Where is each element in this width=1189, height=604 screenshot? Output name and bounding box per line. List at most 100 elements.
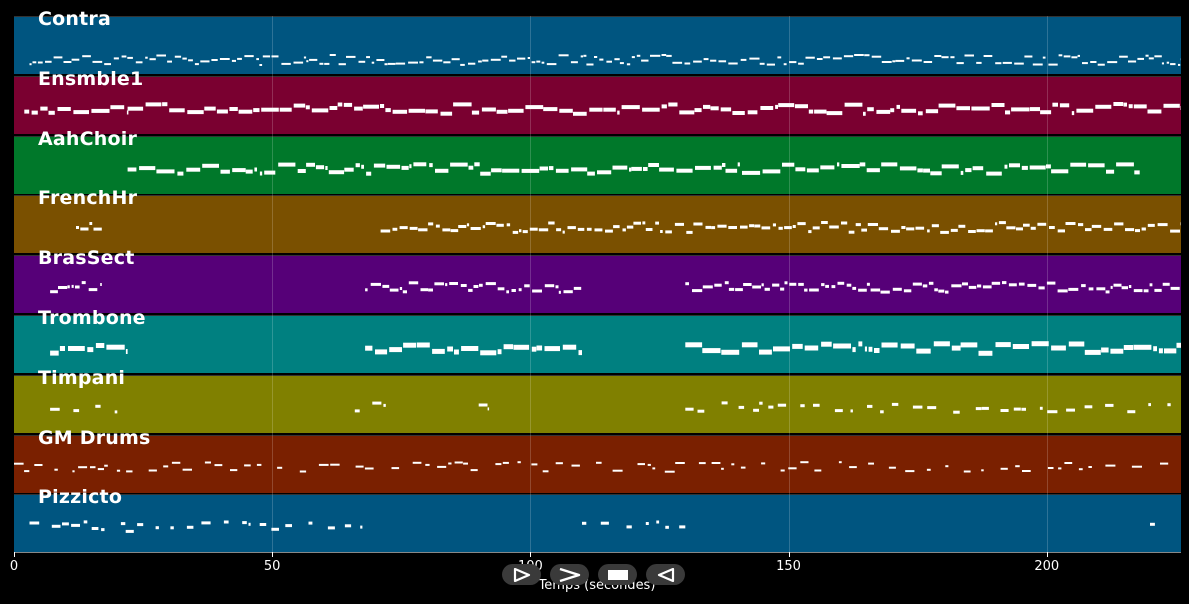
note: [1147, 224, 1155, 228]
note: [855, 223, 861, 227]
note: [309, 58, 318, 61]
note: [127, 106, 144, 111]
track-frenchhr[interactable]: FrenchHr: [14, 187, 1181, 254]
note: [596, 461, 602, 464]
note: [72, 469, 75, 472]
note: [1016, 227, 1023, 231]
note: [968, 230, 976, 234]
note: [480, 350, 497, 356]
note: [182, 57, 187, 60]
note: [878, 227, 889, 231]
note: [821, 221, 828, 225]
note: [473, 285, 479, 289]
note: [434, 282, 444, 286]
note: [330, 463, 340, 466]
note: [930, 170, 942, 175]
track-pizzicto[interactable]: Pizzicto: [14, 486, 1181, 553]
track-trombone[interactable]: Trombone: [14, 307, 1181, 373]
note: [104, 464, 108, 467]
note: [619, 62, 624, 65]
note: [621, 104, 640, 109]
note: [262, 55, 271, 58]
note: [573, 287, 582, 291]
track-brassect[interactable]: BrasSect: [14, 247, 1181, 314]
note: [126, 110, 129, 115]
note: [1123, 345, 1133, 350]
note: [468, 62, 476, 65]
note: [76, 226, 79, 230]
note: [1068, 288, 1079, 292]
note-lane: [50, 281, 1180, 294]
note: [382, 285, 390, 289]
play-button[interactable]: [502, 564, 541, 585]
note: [1097, 63, 1105, 66]
note: [1096, 287, 1106, 291]
transport-controls: [502, 564, 685, 585]
note: [661, 104, 667, 109]
note: [1101, 347, 1109, 353]
note: [442, 228, 451, 232]
note: [698, 461, 706, 464]
track-timpani[interactable]: Timpani: [14, 367, 1181, 433]
rewind-icon: [657, 567, 674, 582]
note: [985, 229, 993, 233]
note: [1084, 349, 1101, 355]
note: [562, 344, 577, 350]
note: [740, 58, 747, 61]
note: [536, 345, 543, 351]
note: [135, 61, 143, 64]
track-contra[interactable]: Contra: [14, 8, 1181, 74]
note: [837, 161, 840, 166]
note: [408, 281, 419, 285]
note: [1046, 281, 1056, 285]
note: [303, 56, 307, 59]
note: [432, 348, 445, 354]
note: [772, 223, 776, 227]
note: [710, 59, 717, 62]
note: [668, 102, 678, 107]
note: [800, 403, 805, 407]
note: [804, 288, 808, 292]
note: [738, 405, 745, 409]
note: [230, 468, 238, 471]
note: [814, 469, 822, 472]
track-aahchoir[interactable]: AahChoir: [14, 128, 1181, 194]
note: [40, 106, 48, 111]
note: [600, 522, 609, 526]
note: [437, 465, 447, 468]
forward-button[interactable]: [550, 564, 589, 585]
note: [672, 61, 683, 64]
note: [156, 54, 166, 57]
note: [676, 168, 693, 173]
note: [571, 464, 580, 467]
note: [995, 342, 1011, 348]
note: [633, 222, 641, 226]
note: [759, 349, 772, 355]
stop-button[interactable]: [598, 564, 637, 585]
note: [512, 231, 519, 235]
note: [981, 406, 989, 410]
note: [97, 467, 104, 470]
note: [861, 228, 867, 232]
note: [408, 108, 425, 113]
note: [868, 346, 873, 352]
note: [816, 58, 823, 60]
note: [731, 462, 735, 465]
track-ensmble1[interactable]: Ensmble1: [14, 68, 1181, 134]
note: [759, 62, 765, 65]
note: [665, 526, 669, 530]
note: [642, 221, 646, 225]
rewind-button[interactable]: [646, 564, 685, 585]
note: [408, 61, 418, 64]
note: [364, 467, 374, 470]
note: [279, 107, 292, 112]
note: [792, 225, 796, 229]
note: [91, 527, 99, 531]
note: [1170, 229, 1180, 233]
note: [859, 161, 866, 166]
note: [559, 108, 573, 113]
note: [1071, 56, 1078, 59]
note: [728, 288, 735, 292]
note: [174, 55, 182, 58]
track-gm-drums[interactable]: GM Drums: [14, 427, 1181, 493]
